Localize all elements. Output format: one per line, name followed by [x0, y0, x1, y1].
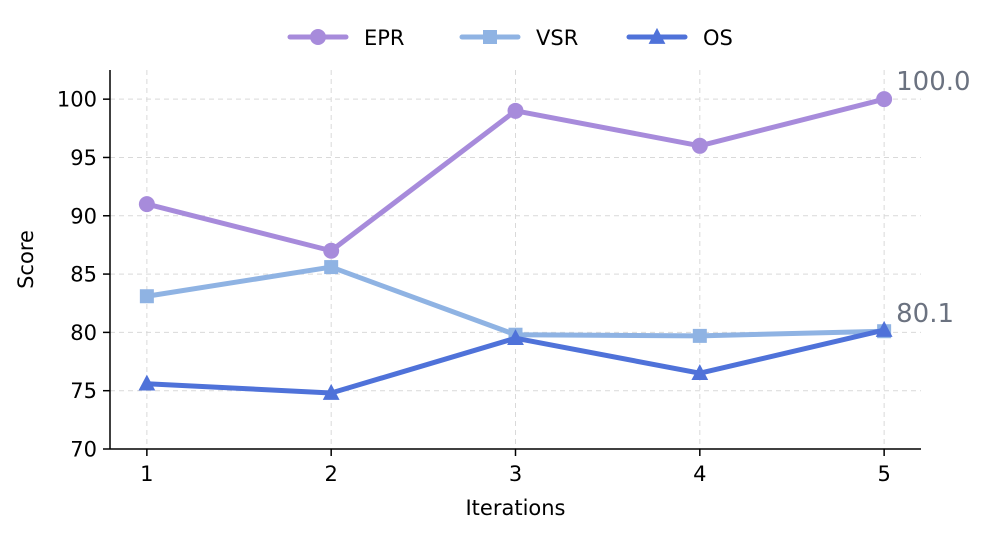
x-tick-label: 5 — [877, 462, 890, 486]
legend-marker — [483, 30, 497, 44]
legend-item-vsr: VSR — [459, 26, 578, 50]
data-point-epr — [876, 91, 893, 108]
y-tick-label: 90 — [70, 204, 97, 228]
annotations: 100.0 80.1 — [896, 67, 970, 329]
data-point-epr — [507, 102, 524, 119]
annotation-epr: 100.0 — [896, 67, 970, 97]
series-layer — [138, 91, 893, 400]
legend-marker — [310, 29, 326, 45]
data-point-os — [875, 320, 893, 337]
y-axis-label: Score — [14, 230, 38, 289]
axes: 1 2 3 4 5 70 75 80 85 90 95 100 — [57, 70, 921, 486]
legend-label: OS — [703, 26, 733, 50]
y-tick-label: 80 — [70, 321, 97, 345]
legend-item-os: OS — [626, 26, 733, 50]
data-point-os — [138, 374, 156, 391]
y-tick-label: 95 — [70, 146, 97, 170]
legend-label: VSR — [536, 26, 578, 50]
y-tick-label: 85 — [70, 263, 97, 287]
grid-lines — [110, 70, 921, 450]
x-tick-label: 4 — [693, 462, 706, 486]
data-point-epr — [691, 137, 708, 154]
data-point-vsr — [692, 328, 707, 343]
y-tick-label: 100 — [57, 88, 97, 112]
legend-item-epr: EPR — [287, 26, 405, 50]
series-line-epr — [144, 96, 887, 254]
x-tick-label: 2 — [324, 462, 337, 486]
x-tick-label: 3 — [509, 462, 522, 486]
y-tick-label: 70 — [70, 438, 97, 462]
data-point-vsr — [139, 289, 154, 304]
data-point-epr — [323, 242, 340, 259]
series-os — [138, 320, 893, 400]
y-tick-label: 75 — [70, 379, 97, 403]
data-point-epr — [138, 196, 155, 213]
legend-marker — [648, 27, 666, 44]
data-point-vsr — [324, 260, 339, 275]
annotation-vsr: 80.1 — [896, 299, 954, 329]
x-axis-label: Iterations — [465, 496, 565, 520]
x-tick-label: 1 — [140, 462, 153, 486]
legend: EPR VSR OS — [287, 26, 733, 50]
data-point-os — [507, 329, 524, 346]
data-point-os — [322, 383, 340, 400]
series-epr — [138, 91, 893, 259]
legend-label: EPR — [364, 26, 405, 50]
data-point-os — [691, 364, 709, 381]
